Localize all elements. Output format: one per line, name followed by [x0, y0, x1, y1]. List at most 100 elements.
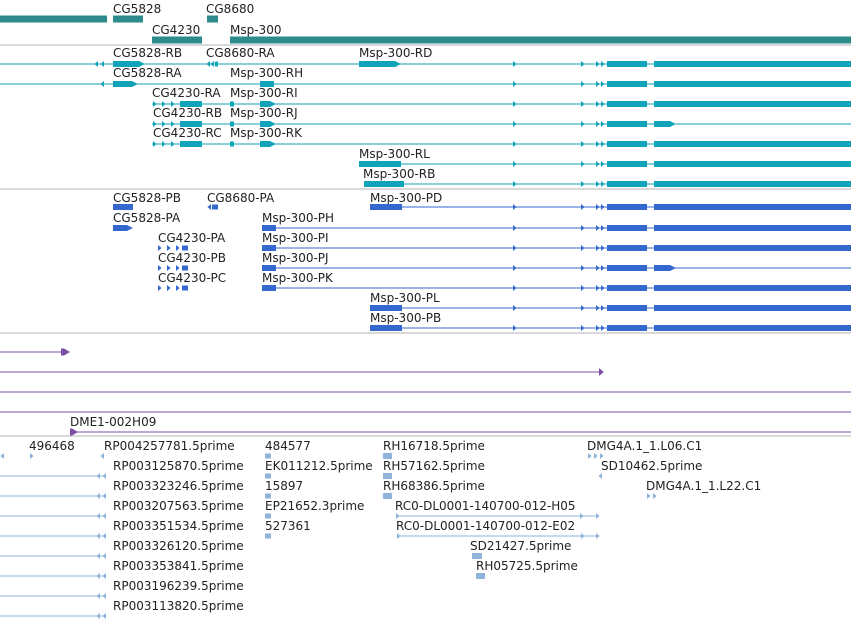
strand-forward-arrow	[581, 265, 585, 271]
transcript-label-msp-300-rb: Msp-300-RB	[363, 167, 435, 181]
exon-block	[607, 204, 647, 210]
exon-block	[607, 141, 647, 147]
protein-label-msp-300-pl: Msp-300-PL	[370, 291, 440, 305]
exon-block	[607, 225, 647, 231]
exon-block-end	[260, 121, 276, 127]
insertion-track: DME1-002H09	[0, 348, 851, 436]
track-dividers	[0, 44, 851, 437]
strand-forward-arrow	[581, 285, 585, 291]
strand-reverse-arrow	[598, 473, 602, 479]
exon-block	[607, 81, 647, 87]
strand-forward-arrow	[581, 121, 585, 127]
exon-block	[359, 161, 401, 167]
exon-block	[607, 161, 647, 167]
strand-forward-arrow	[601, 121, 605, 127]
protein-label-msp-300-ph: Msp-300-PH	[262, 211, 334, 225]
exon-block	[113, 204, 133, 210]
gene-label-cg8680: CG8680	[206, 2, 254, 16]
exon-block	[654, 245, 851, 251]
strand-forward-arrow	[176, 245, 180, 251]
exon-block	[476, 573, 485, 579]
exon-block	[370, 325, 402, 331]
strand-forward-arrow	[153, 141, 157, 147]
strand-reverse-arrow	[0, 453, 4, 459]
protein-label-cg4230-pc: CG4230-PC	[158, 271, 226, 285]
exon-block	[180, 101, 202, 107]
protein-label-cg5828-pa: CG5828-PA	[113, 211, 181, 225]
strand-forward-arrow	[601, 265, 605, 271]
strand-reverse-arrow	[102, 473, 106, 479]
strand-forward-arrow	[513, 161, 517, 167]
strand-forward-arrow	[601, 225, 605, 231]
exon-block	[654, 101, 851, 107]
protein-label-cg4230-pa: CG4230-PA	[158, 231, 226, 245]
exon-block	[654, 81, 851, 87]
strand-forward-arrow	[158, 265, 162, 271]
strand-forward-arrow	[600, 453, 604, 459]
est-label-sd21427-5prime: SD21427.5prime	[470, 539, 571, 553]
strand-forward-arrow	[158, 285, 162, 291]
strand-forward-arrow	[580, 513, 584, 519]
transcript-label-msp-300-ri: Msp-300-RI	[230, 86, 298, 100]
strand-forward-arrow	[581, 161, 585, 167]
strand-forward-arrow	[396, 513, 400, 519]
strand-forward-arrow	[581, 245, 585, 251]
strand-forward-arrow	[513, 181, 517, 187]
est-label-rp003196239-5prime: RP003196239.5prime	[113, 579, 244, 593]
exon-block	[182, 285, 188, 291]
transcript-label-cg5828-rb: CG5828-RB	[113, 46, 182, 60]
transcript-label-cg4230-rb: CG4230-RB	[153, 106, 222, 120]
strand-forward-arrow	[581, 61, 585, 67]
strand-reverse-arrow	[102, 613, 106, 619]
exon-block	[265, 453, 271, 459]
strand-forward-arrow	[581, 204, 585, 210]
gene-label-cg5828: CG5828	[113, 2, 161, 16]
strand-forward-arrow	[158, 245, 162, 251]
transcript-label-msp-300-rd: Msp-300-RD	[359, 46, 432, 60]
exon-block	[215, 61, 218, 67]
exon-block	[364, 181, 404, 187]
exon-block-end	[654, 265, 676, 271]
strand-forward-arrow	[513, 101, 517, 107]
strand-forward-arrow	[596, 513, 600, 519]
strand-forward-arrow	[153, 121, 157, 127]
strand-forward-arrow	[171, 141, 175, 147]
est-label-rh05725-5prime: RH05725.5prime	[476, 559, 578, 573]
strand-reverse-arrow	[102, 593, 106, 599]
exon-block	[230, 101, 234, 107]
exon-block-end	[359, 61, 401, 67]
est-label-rh68386-5prime: RH68386.5prime	[383, 479, 485, 493]
gene-bar	[230, 36, 851, 44]
protein-label-msp-300-pj: Msp-300-PJ	[262, 251, 329, 265]
exon-block	[262, 265, 276, 271]
est-track: 496468 RP004257781.5prime 484577 RH16718.5p…	[0, 439, 761, 619]
strand-reverse-arrow	[102, 553, 106, 559]
strand-forward-arrow	[581, 225, 585, 231]
strand-forward-arrow	[513, 204, 517, 210]
exon-block	[607, 325, 647, 331]
exon-block	[654, 204, 851, 210]
strand-forward-arrow	[596, 225, 600, 231]
est-label-rp003207563-5prime: RP003207563.5prime	[113, 499, 244, 513]
strand-forward-arrow	[594, 453, 598, 459]
strand-forward-arrow	[601, 61, 605, 67]
exon-block	[265, 473, 271, 479]
exon-block	[262, 245, 276, 251]
strand-reverse-arrow	[100, 61, 104, 67]
strand-forward-arrow	[513, 245, 517, 251]
transcript-label-msp-300-rl: Msp-300-RL	[359, 147, 430, 161]
strand-forward-arrow	[599, 368, 604, 376]
strand-forward-arrow	[153, 101, 157, 107]
strand-reverse-arrow	[96, 513, 100, 519]
protein-label-cg4230-pb: CG4230-PB	[158, 251, 226, 265]
strand-reverse-arrow	[102, 533, 106, 539]
exon-block	[654, 161, 851, 167]
exon-block-end	[260, 101, 276, 107]
est-label-rp003125870-5prime: RP003125870.5prime	[113, 459, 244, 473]
strand-forward-arrow	[601, 141, 605, 147]
exon-block	[265, 533, 271, 539]
protein-label-msp-300-pk: Msp-300-PK	[262, 271, 334, 285]
transcript-track: CG5828-RB CG8680-RA Msp-300-RD CG5828-RA Msp…	[0, 46, 851, 187]
insertion-marker	[61, 348, 70, 356]
